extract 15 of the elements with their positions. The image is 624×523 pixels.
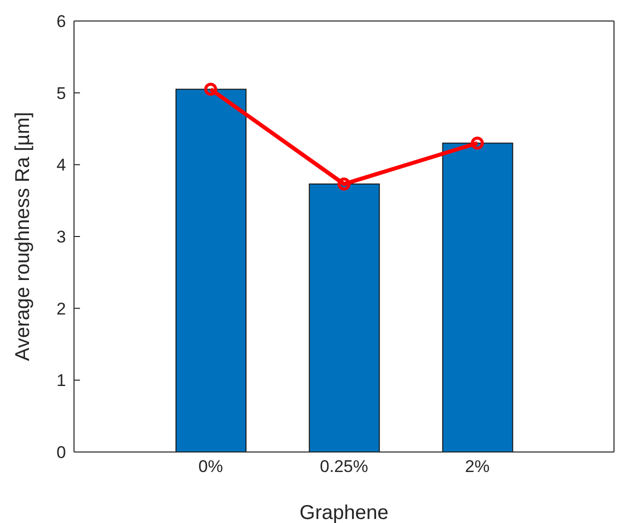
y-axis-title: Average roughness Ra [µm] <box>12 112 34 362</box>
y-tick-label: 3 <box>56 228 66 247</box>
x-axis-title: Graphene <box>300 502 388 523</box>
y-tick-label: 0 <box>56 443 66 462</box>
y-tick-label: 6 <box>56 12 66 32</box>
x-tick-label: 0.25% <box>320 457 368 476</box>
y-tick-label: 4 <box>56 156 66 175</box>
x-tick-label: 0% <box>198 457 223 476</box>
x-tick-label: 2% <box>465 457 490 476</box>
y-tick-label: 2 <box>56 299 66 318</box>
point <box>338 178 350 191</box>
y-tick-label: 5 <box>56 84 66 103</box>
y-tick-label: 1 <box>56 371 66 390</box>
point <box>470 136 484 150</box>
point <box>204 82 218 96</box>
